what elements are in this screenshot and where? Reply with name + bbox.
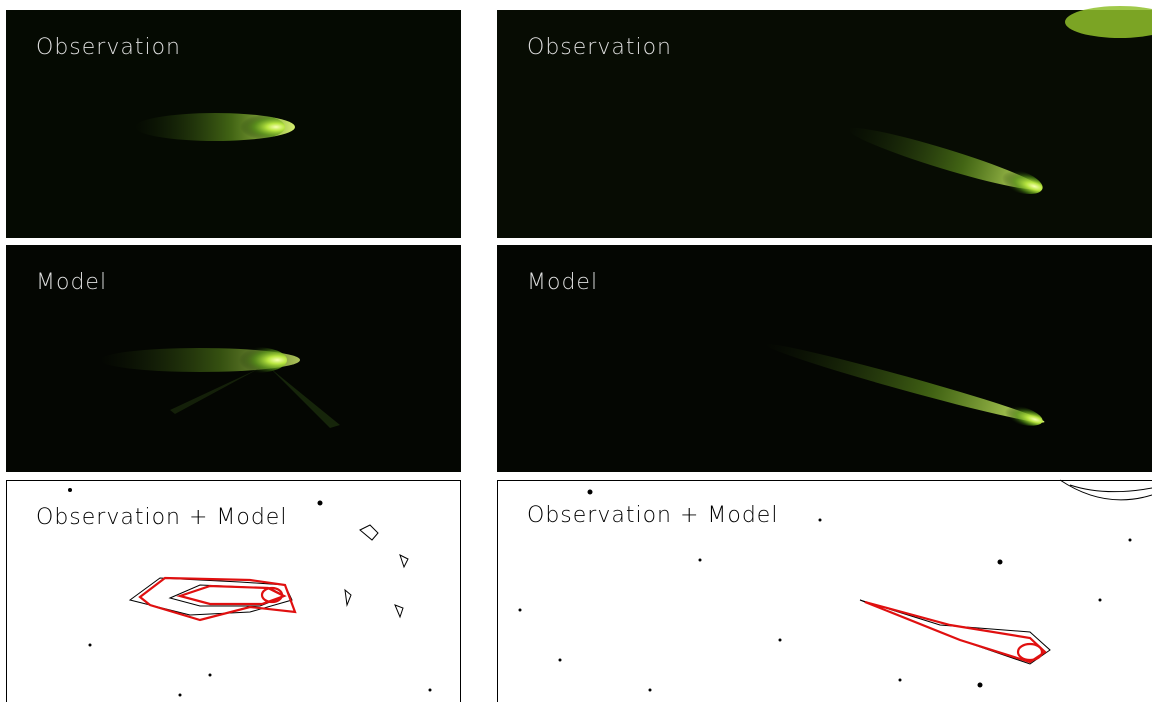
panel-label: Model [527, 270, 598, 295]
comet [135, 113, 295, 141]
panel-label: Observation [527, 35, 672, 60]
panel-label: Observation + Model [527, 503, 778, 528]
panel-label: Observation + Model [36, 505, 287, 530]
panel-label: Observation [36, 35, 181, 60]
figure: Observation Observation Model Model [0, 0, 1152, 702]
panel-label: Model [36, 270, 107, 295]
